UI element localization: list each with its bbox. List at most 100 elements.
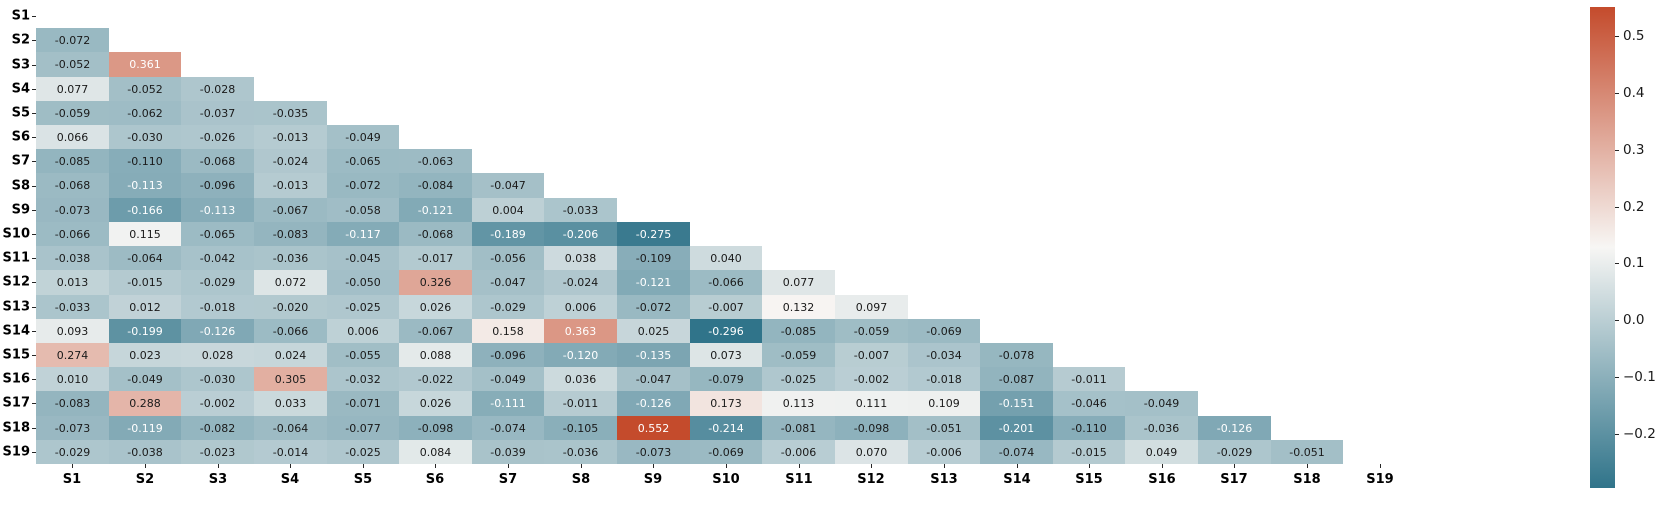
heatmap-cell: -0.062 [109, 101, 181, 125]
x-tick-mark [290, 464, 291, 468]
x-tick-label: S14 [1003, 472, 1031, 487]
y-tick-mark [32, 403, 36, 404]
heatmap-cell: -0.083 [254, 222, 327, 246]
heatmap-cell: -0.069 [908, 319, 980, 343]
heatmap-cell: -0.033 [36, 295, 109, 319]
y-tick-mark [32, 355, 36, 356]
y-tick-mark [32, 379, 36, 380]
colorbar-tick-label: 0.2 [1623, 199, 1645, 215]
y-tick-label: S10 [2, 226, 30, 242]
y-tick-mark [32, 89, 36, 90]
heatmap-cell: -0.110 [109, 149, 181, 173]
y-tick-label: S14 [2, 323, 30, 339]
y-tick-label: S15 [2, 347, 30, 363]
heatmap-cell: -0.036 [1125, 416, 1198, 440]
heatmap-cell: -0.028 [181, 77, 254, 101]
heatmap-cell: 0.173 [690, 391, 762, 416]
x-tick-label: S18 [1293, 472, 1321, 487]
heatmap-cell: 0.033 [254, 391, 327, 416]
heatmap-cell: -0.030 [109, 125, 181, 149]
x-tick-mark [435, 464, 436, 468]
heatmap-cell: 0.026 [399, 295, 472, 319]
x-tick-mark [871, 464, 872, 468]
x-tick-mark [363, 464, 364, 468]
y-tick-label: S9 [11, 202, 30, 218]
heatmap-cell: 0.077 [762, 270, 835, 295]
heatmap-cell: -0.119 [109, 416, 181, 440]
heatmap-cell: -0.025 [327, 295, 399, 319]
heatmap-cell: -0.022 [399, 367, 472, 391]
x-tick-mark [1017, 464, 1018, 468]
heatmap-cell: 0.023 [109, 343, 181, 367]
heatmap-cell: -0.036 [544, 440, 617, 464]
heatmap-cell: -0.017 [399, 246, 472, 270]
heatmap-cell: -0.068 [36, 173, 109, 198]
heatmap-cell: -0.051 [1271, 440, 1343, 464]
x-tick-label: S1 [62, 472, 82, 487]
heatmap-cell: 0.274 [36, 343, 109, 367]
x-tick-label: S5 [353, 472, 373, 487]
heatmap-cell: -0.023 [181, 440, 254, 464]
heatmap-cell: -0.055 [327, 343, 399, 367]
heatmap-cell: -0.214 [690, 416, 762, 440]
heatmap-cell: 0.028 [181, 343, 254, 367]
y-tick-label: S18 [2, 420, 30, 436]
x-tick-label: S11 [785, 472, 813, 487]
heatmap-cell: -0.126 [181, 319, 254, 343]
y-tick-mark [32, 331, 36, 332]
heatmap-cell: -0.064 [109, 246, 181, 270]
heatmap-cell: -0.050 [327, 270, 399, 295]
heatmap-cell: 0.010 [36, 367, 109, 391]
heatmap-cell: -0.126 [617, 391, 690, 416]
heatmap-cell: 0.066 [36, 125, 109, 149]
x-tick-mark [145, 464, 146, 468]
heatmap-cell: -0.015 [109, 270, 181, 295]
colorbar-tick-mark [1615, 150, 1619, 151]
heatmap-cell: 0.013 [36, 270, 109, 295]
colorbar-tick-label: 0.4 [1623, 85, 1645, 101]
heatmap-cell: -0.117 [327, 222, 399, 246]
heatmap-cell: -0.206 [544, 222, 617, 246]
heatmap-cell: -0.039 [472, 440, 544, 464]
heatmap-cell: -0.068 [399, 222, 472, 246]
heatmap-cell: 0.040 [690, 246, 762, 270]
heatmap-cell: -0.151 [980, 391, 1053, 416]
y-tick-label: S19 [2, 444, 30, 460]
heatmap-cell: -0.042 [181, 246, 254, 270]
heatmap-cell: -0.072 [617, 295, 690, 319]
heatmap-cell: -0.071 [327, 391, 399, 416]
colorbar-tick-label: −0.2 [1623, 426, 1656, 442]
heatmap-cell: -0.034 [908, 343, 980, 367]
y-tick-label: S17 [2, 395, 30, 411]
heatmap-cell: -0.085 [762, 319, 835, 343]
y-tick-mark [32, 234, 36, 235]
heatmap-cell: -0.029 [181, 270, 254, 295]
heatmap-cell: -0.110 [1053, 416, 1125, 440]
heatmap-cell: 0.288 [109, 391, 181, 416]
y-tick-label: S13 [2, 299, 30, 315]
y-tick-mark [32, 452, 36, 453]
heatmap-cell: -0.014 [254, 440, 327, 464]
heatmap-cell: -0.018 [908, 367, 980, 391]
y-tick-label: S16 [2, 371, 30, 387]
heatmap-cell: -0.067 [399, 319, 472, 343]
heatmap-cell: -0.081 [762, 416, 835, 440]
x-tick-label: S12 [857, 472, 885, 487]
heatmap-cell: 0.552 [617, 416, 690, 440]
heatmap-cell: -0.275 [617, 222, 690, 246]
heatmap-cell: -0.024 [544, 270, 617, 295]
x-tick-label: S13 [930, 472, 958, 487]
heatmap-cell: -0.113 [109, 173, 181, 198]
heatmap-cell: 0.038 [544, 246, 617, 270]
heatmap-cell: -0.065 [327, 149, 399, 173]
heatmap-cell: -0.066 [690, 270, 762, 295]
heatmap-cell: 0.070 [835, 440, 908, 464]
x-tick-mark [726, 464, 727, 468]
y-tick-mark [32, 65, 36, 66]
heatmap-cell: -0.033 [544, 198, 617, 222]
heatmap-cell: -0.066 [254, 319, 327, 343]
heatmap-cell: -0.047 [472, 270, 544, 295]
heatmap-cell: 0.024 [254, 343, 327, 367]
heatmap-cell: -0.024 [254, 149, 327, 173]
x-tick-mark [218, 464, 219, 468]
